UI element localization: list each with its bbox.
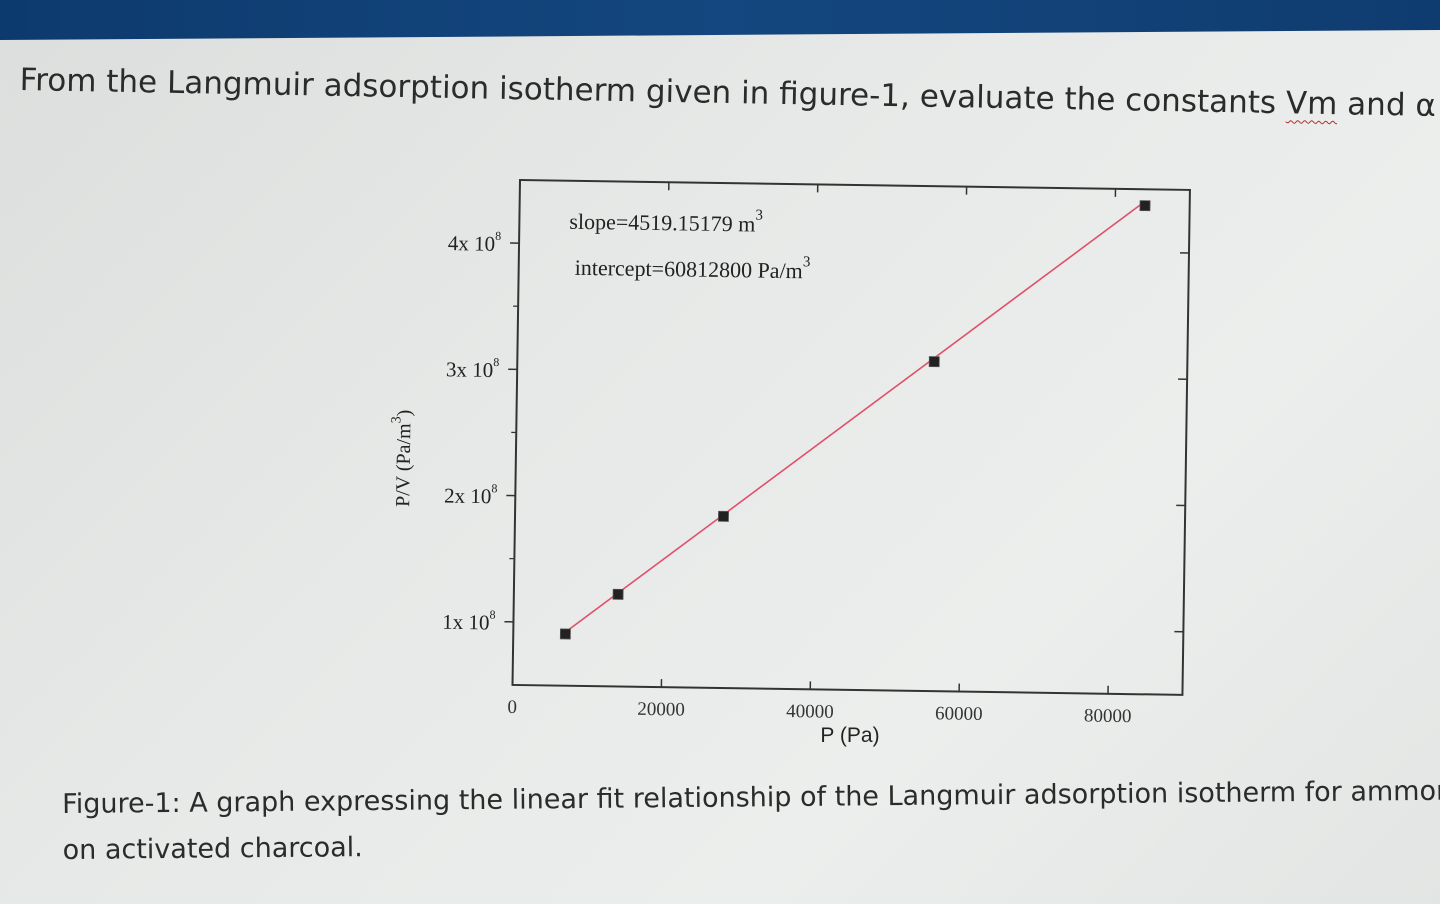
question-vm-term: Vm [1285, 85, 1338, 123]
y-axis-label-close: ) [393, 410, 415, 417]
data-point [1139, 200, 1151, 212]
y-tick-label: 3x 108 [446, 354, 500, 382]
x-tick-label: 20000 [637, 699, 685, 721]
y-tick-mantissa: 3x 10 [446, 357, 494, 382]
slope-annotation-sup: 3 [755, 207, 763, 223]
y-tick-exponent: 8 [495, 229, 501, 243]
fit-line [564, 200, 1146, 633]
y-tick-label: 1x 108 [442, 607, 496, 635]
question-text: From the Langmuir adsorption isotherm gi… [19, 62, 1440, 126]
slope-annotation: slope=4519.15179 m3 [569, 205, 763, 237]
x-tick-label: 40000 [786, 701, 834, 723]
data-point [717, 510, 729, 522]
intercept-annotation-sup: 3 [803, 254, 811, 270]
y-tick-label: 2x 108 [444, 481, 498, 509]
y-axis-label-base: P/V (Pa/m [392, 423, 415, 507]
y-tick-mantissa: 1x 10 [442, 610, 490, 635]
x-tick-label: 0 [507, 697, 517, 718]
data-point [928, 356, 940, 368]
question-suffix: and α respec [1346, 86, 1440, 126]
y-tick-mantissa: 4x 10 [448, 231, 496, 256]
slope-annotation-text: slope=4519.15179 m [569, 209, 755, 237]
window-title-bar [0, 0, 1440, 41]
y-tick-exponent: 8 [491, 481, 497, 495]
x-tick-label: 60000 [935, 703, 983, 725]
question-prefix: From the Langmuir adsorption isotherm gi… [19, 62, 1287, 122]
figure-caption: Figure-1: A graph expressing the linear … [62, 768, 1440, 874]
data-point [559, 628, 571, 640]
x-tick-label: 80000 [1084, 705, 1132, 727]
y-axis-label: P/V (Pa/m3) [388, 409, 415, 507]
y-tick-label: 4x 108 [448, 228, 502, 256]
x-axis-label: P (Pa) [820, 724, 879, 747]
langmuir-chart: 0 20000 40000 60000 80000 1x 108 2x 108 3x 108… [380, 160, 1240, 760]
intercept-annotation-text: intercept=60812800 Pa/m [575, 255, 803, 283]
data-points [559, 200, 1151, 640]
y-axis-label-sup: 3 [389, 416, 404, 423]
data-point [612, 588, 624, 600]
x-axis-ticks: 0 20000 40000 60000 80000 [507, 179, 1132, 727]
intercept-annotation: intercept=60812800 Pa/m3 [575, 251, 811, 283]
y-tick-mantissa: 2x 10 [444, 484, 492, 509]
y-tick-exponent: 8 [489, 607, 495, 621]
y-tick-exponent: 8 [493, 355, 499, 369]
